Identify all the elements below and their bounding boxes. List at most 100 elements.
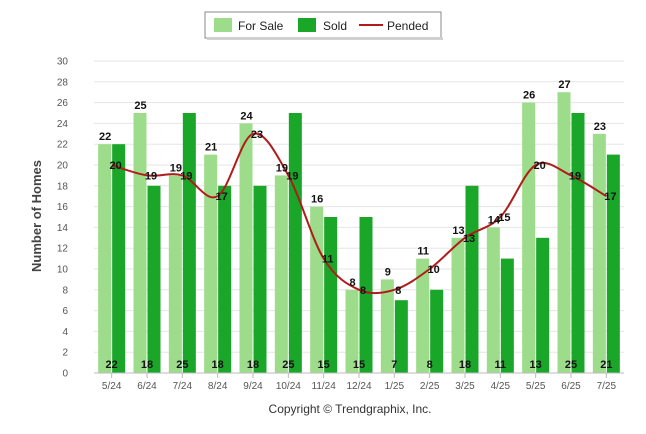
data-label-sold: 7 [391,359,397,371]
bar-for-sale [168,175,182,373]
bar-for-sale [416,258,430,373]
data-label-pended: 19 [145,170,157,182]
data-label-for-sale: 27 [558,79,570,91]
legend: For Sale Sold Pended [204,11,443,40]
data-label-for-sale: 19 [170,162,182,174]
bar-for-sale [345,289,359,373]
bar-for-sale [239,123,253,374]
data-label-for-sale: 13 [452,225,464,237]
bar-for-sale [133,113,147,373]
data-label-pended: 8 [360,285,366,297]
bar-sold [359,217,373,373]
bar-sold [288,113,302,373]
x-tick-label: 4/25 [491,381,511,392]
bar-sold [112,144,126,373]
x-tick-label: 7/25 [597,381,617,392]
x-tick-label: 9/24 [243,381,263,392]
y-tick-label: 20 [57,161,69,172]
data-label-for-sale: 22 [99,131,111,143]
data-label-sold: 21 [600,359,612,371]
bar-sold [253,185,267,373]
data-label-pended: 11 [322,254,334,266]
data-label-pended: 19 [180,170,192,182]
bars [98,92,620,374]
data-label-sold: 18 [247,359,259,371]
bar-for-sale [274,175,288,373]
bar-for-sale [310,206,324,373]
data-label-sold: 15 [318,359,330,371]
y-tick-label: 16 [57,202,69,213]
x-tick-label: 2/25 [420,381,440,392]
data-label-sold: 25 [565,359,577,371]
data-label-sold: 18 [212,359,224,371]
legend-label-for-sale: For Sale [238,19,284,33]
bar-for-sale [98,144,112,373]
data-label-for-sale: 16 [311,194,323,206]
legend-label-pended: Pended [387,19,428,33]
x-tick-label: 8/24 [208,381,228,392]
data-label-pended: 19 [286,170,298,182]
data-label-sold: 18 [141,359,153,371]
data-label-pended: 19 [569,170,581,182]
x-tick-label: 1/25 [385,381,405,392]
y-axis-title: Number of Homes [29,160,44,272]
data-label-pended: 8 [395,285,401,297]
x-axis-ticks: 5/24 6/24 7/24 8/24 9/24 10/24 11/24 12/24 1/25 2… [102,373,617,392]
pended-line-path [111,132,607,295]
x-tick-label: 10/24 [276,381,301,392]
data-label-pended: 20 [534,160,546,172]
data-label-sold: 18 [459,359,471,371]
data-label-sold: 22 [106,359,118,371]
data-label-for-sale: 8 [349,277,355,289]
data-label-pended: 13 [463,233,475,245]
data-label-for-sale: 14 [488,214,501,226]
legend-label-sold: Sold [323,19,347,33]
data-label-sold: 11 [495,359,507,371]
gridlines [94,60,624,353]
y-tick-label: 4 [62,327,68,338]
data-labels: 22 22 25 18 19 25 21 18 24 18 19 25 16 15 8 15 9 7 11 8 13 18… [99,79,616,371]
x-tick-label: 5/25 [526,381,546,392]
data-label-for-sale: 9 [385,266,391,278]
y-tick-label: 24 [57,119,69,130]
data-label-pended: 20 [110,160,122,172]
x-tick-label: 7/24 [173,381,193,392]
y-tick-label: 2 [62,348,68,359]
bar-sold [324,217,338,373]
x-tick-label: 5/24 [102,381,122,392]
data-label-sold: 25 [282,359,294,371]
bar-sold [606,154,620,373]
legend-swatch-sold [298,18,316,32]
y-tick-label: 8 [62,285,68,296]
y-tick-label: 14 [57,223,69,234]
y-tick-label: 26 [57,98,69,109]
legend-box [204,11,442,39]
x-tick-label: 12/24 [346,381,371,392]
bar-for-sale [557,92,571,373]
bar-for-sale [486,227,500,373]
data-label-pended: 10 [428,264,440,276]
pended-line [111,132,607,295]
bar-for-sale [380,279,394,373]
y-tick-label: 30 [57,57,69,68]
legend-swatch-for-sale [214,18,232,32]
bar-for-sale [592,133,606,373]
bar-sold [536,237,550,373]
data-label-for-sale: 23 [594,121,606,133]
y-tick-label: 6 [62,306,68,317]
bar-sold [218,185,232,373]
x-tick-label: 6/25 [561,381,581,392]
bar-for-sale [451,237,465,373]
bar-sold [394,300,408,373]
bar-sold [147,185,161,373]
data-label-for-sale: 11 [417,246,429,258]
y-tick-label: 12 [57,244,69,255]
y-tick-label: 22 [57,140,69,151]
bar-sold [571,113,585,373]
bar-sold [430,289,444,373]
bar-sold [465,185,479,373]
x-tick-label: 6/24 [137,381,157,392]
data-label-sold: 25 [176,359,188,371]
